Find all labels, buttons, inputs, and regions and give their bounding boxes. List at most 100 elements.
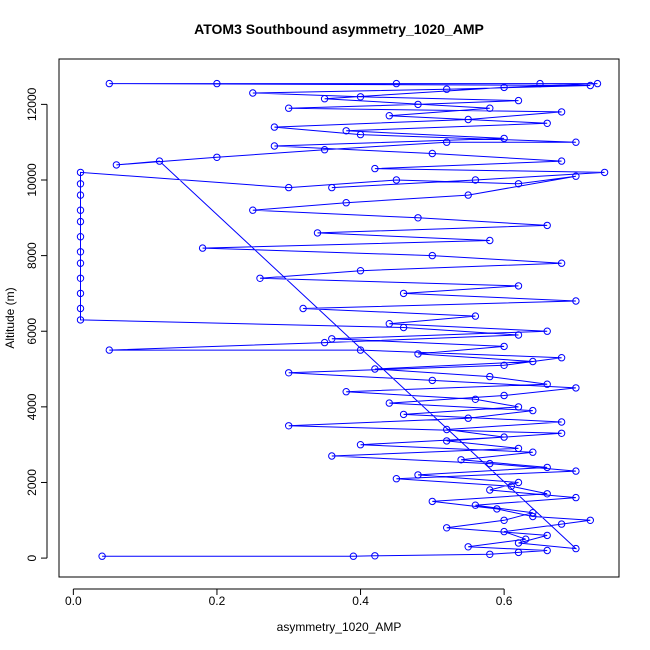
data-point [76,248,85,256]
data-point [471,312,480,320]
y-tick-label: 8000 [25,242,39,269]
data-point [500,433,508,441]
data-point [256,274,264,282]
data-point [349,552,358,560]
x-tick-label: 0.2 [209,594,226,608]
data-point [514,478,523,487]
data-point [385,112,393,120]
data-point [76,191,85,199]
data-point [356,130,365,139]
x-tick-label: 0.4 [352,594,369,608]
data-point [529,512,537,521]
data-point [385,320,393,328]
data-point [328,183,336,192]
data-point [213,153,221,162]
data-point [493,505,501,513]
data-point [600,168,609,177]
x-tick-label: 0.6 [496,594,513,608]
data-point [543,531,551,540]
data-point [486,236,494,245]
data-point [428,376,436,385]
data-point [464,543,472,551]
data-point [593,79,602,88]
data-point [572,384,580,392]
data-point [500,516,508,524]
data-point [155,157,164,165]
data-point [500,342,508,351]
data-point [507,482,515,490]
data-point [76,168,85,177]
data-point [557,108,566,116]
data-point [514,548,523,557]
y-tick-label: 4000 [25,393,39,420]
data-point [471,176,480,184]
data-point [536,79,544,88]
data-point [514,180,523,188]
data-point [500,527,508,536]
data-point [98,552,106,560]
plot-frame [58,58,620,578]
data-point [356,93,365,101]
data-point [285,183,293,192]
data-point [543,546,551,555]
data-point [299,304,307,313]
data-point [414,350,422,358]
data-point [399,410,408,419]
data-point [529,406,537,415]
data-point [514,282,523,290]
data-point [76,289,85,298]
data-point [543,490,551,498]
data-point [399,323,408,332]
series-layer [76,79,609,560]
data-point [543,221,551,230]
data-point [443,437,451,445]
data-point [76,180,85,188]
data-point [105,79,114,88]
data-point [443,425,451,434]
data-point [414,100,422,109]
y-tick-label: 6000 [25,318,39,345]
data-point [500,361,508,369]
data-point [514,96,523,105]
data-point [572,297,580,305]
data-point [514,331,523,339]
data-point [112,161,121,169]
data-point [557,354,566,362]
data-point [443,138,451,146]
data-point [371,552,379,560]
x-axis: 0.0 0.2 0.4 0.6 [65,588,513,608]
data-point [285,104,293,112]
data-point [471,501,480,509]
data-point [572,493,580,502]
data-point [342,127,350,135]
data-point [270,142,279,150]
data-point [543,327,551,335]
data-point [543,380,551,388]
y-tick-label: 0 [25,554,39,561]
data-point [557,157,566,165]
data-point [249,206,257,214]
data-point [572,467,580,475]
data-point [320,338,329,347]
series-line [80,83,605,557]
data-point [543,463,551,472]
data-point [443,524,451,532]
data-point [486,486,494,494]
data-point [76,233,85,241]
data-point [385,399,393,407]
data-point [514,539,523,547]
data-point [464,414,472,422]
data-point [557,520,566,528]
data-point [392,475,401,483]
data-point [500,83,508,92]
data-point [486,550,494,558]
data-point [414,214,422,222]
y-axis: 0 2000 4000 6000 8000 10000 12000 [25,87,48,561]
data-point [522,535,530,543]
data-point [76,274,85,282]
data-point [76,259,85,267]
data-point [543,119,551,128]
data-point [572,138,580,146]
data-point [500,391,508,400]
